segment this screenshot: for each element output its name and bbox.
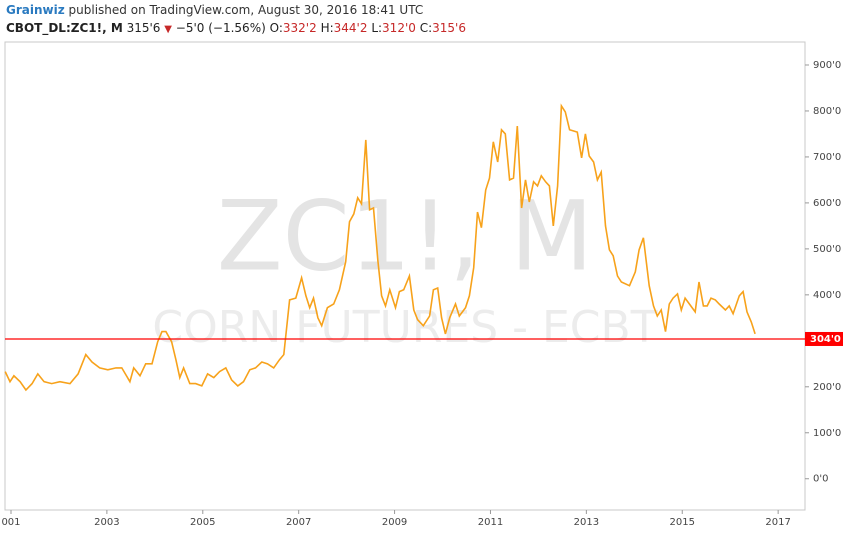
symbol-line: CBOT_DL:ZC1!, M 315'6 ▼ −5'0 (−1.56%) O:… bbox=[6, 21, 466, 35]
y-tick-label: 400'0 bbox=[813, 290, 841, 301]
last-price: 315'6 bbox=[126, 21, 161, 35]
y-tick-label: 100'0 bbox=[813, 428, 841, 439]
price-level-badge bbox=[805, 331, 843, 346]
down-arrow: ▼ bbox=[164, 24, 172, 35]
x-tick-label: 001 bbox=[1, 517, 20, 528]
y-tick-label: 500'0 bbox=[813, 244, 841, 255]
x-tick-label: 2017 bbox=[765, 517, 790, 528]
x-tick-label: 2003 bbox=[94, 517, 119, 528]
plot-frame bbox=[4, 41, 806, 511]
y-tick-label: 200'0 bbox=[813, 382, 841, 393]
symbol: CBOT_DL:ZC1!, M bbox=[6, 21, 123, 35]
ohlc-value: 344'2 bbox=[333, 21, 368, 35]
ohlc-key: H: bbox=[320, 21, 334, 35]
x-tick-label: 2011 bbox=[478, 517, 503, 528]
change: −5'0 (−1.56%) bbox=[175, 21, 266, 35]
price-line bbox=[4, 103, 756, 392]
y-tick-label: 800'0 bbox=[813, 106, 841, 117]
x-tick-label: 2015 bbox=[670, 517, 695, 528]
price-level-label: 304'0 bbox=[810, 334, 841, 345]
ohlc-key: L: bbox=[371, 21, 383, 35]
ohlc-key: C: bbox=[419, 21, 433, 35]
x-tick-label: 2013 bbox=[574, 517, 599, 528]
ohlc-value: 332'2 bbox=[282, 21, 317, 35]
ohlc: O:332'2 H:344'2 L:312'0 C:315'6 bbox=[270, 21, 466, 35]
y-tick-label: 600'0 bbox=[813, 198, 841, 209]
x-tick-label: 2007 bbox=[286, 517, 311, 528]
y-tick-label: 900'0 bbox=[813, 60, 841, 71]
watermark: ZC1!, M bbox=[217, 180, 593, 292]
watermark-subtitle: CORN FUTURES - ECBT bbox=[152, 302, 657, 353]
y-tick-label: 700'0 bbox=[813, 152, 841, 163]
published: published on TradingView.com, August 30,… bbox=[68, 3, 424, 17]
ohlc-value: 312'0 bbox=[382, 21, 416, 35]
ohlc-value: 315'6 bbox=[432, 21, 466, 35]
y-tick-label: 0'0 bbox=[813, 474, 828, 485]
x-tick-label: 2009 bbox=[382, 517, 407, 528]
ohlc-key: O: bbox=[269, 21, 283, 35]
publish-line: Grainwiz published on TradingView.com, A… bbox=[6, 3, 423, 17]
author[interactable]: Grainwiz bbox=[6, 3, 65, 17]
x-tick-label: 2005 bbox=[190, 517, 215, 528]
